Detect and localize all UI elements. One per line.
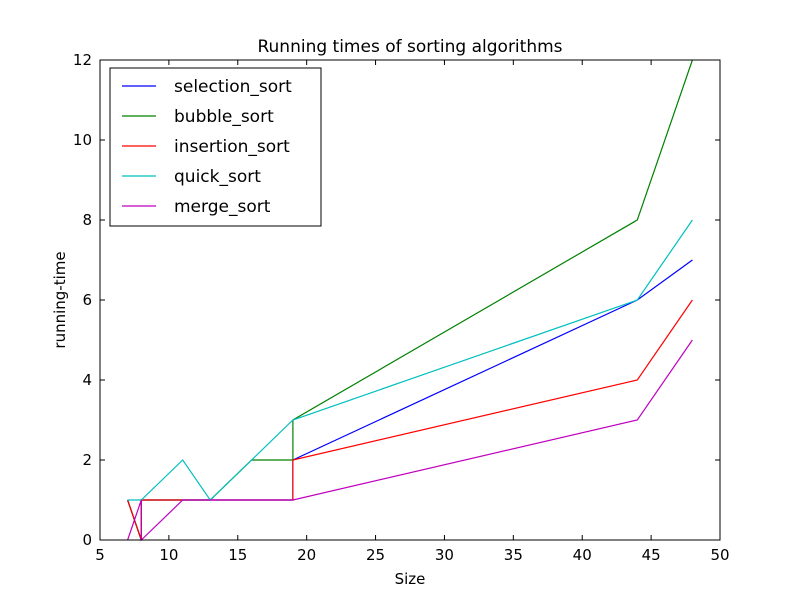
y-tick-label: 10 bbox=[73, 131, 92, 149]
x-tick-label: 25 bbox=[366, 546, 385, 564]
y-tick-label: 12 bbox=[73, 51, 92, 69]
x-tick-label: 15 bbox=[228, 546, 247, 564]
series-line-merge-sort bbox=[127, 339, 693, 542]
chart-title: Running times of sorting algorithms bbox=[257, 37, 562, 57]
y-tick-label: 2 bbox=[82, 451, 92, 469]
x-axis-ticks: 5 10 15 20 25 30 35 40 45 50 bbox=[95, 60, 730, 564]
y-axis-label: running-time bbox=[51, 251, 69, 348]
x-axis-label: Size bbox=[395, 570, 426, 588]
x-tick-label: 5 bbox=[95, 546, 105, 564]
legend-label-selection-sort: selection_sort bbox=[174, 77, 292, 97]
x-tick-label: 35 bbox=[504, 546, 523, 564]
legend-label-quick-sort: quick_sort bbox=[174, 167, 261, 187]
legend-label-merge-sort: merge_sort bbox=[174, 197, 271, 217]
y-tick-label: 6 bbox=[82, 291, 92, 309]
y-tick-label: 8 bbox=[82, 211, 92, 229]
y-tick-label: 0 bbox=[82, 531, 92, 549]
x-tick-label: 45 bbox=[642, 546, 661, 564]
series-lines bbox=[127, 59, 693, 542]
legend-label-insertion-sort: insertion_sort bbox=[174, 137, 290, 157]
x-tick-label: 20 bbox=[297, 546, 316, 564]
axes-frame bbox=[99, 59, 721, 541]
legend-box bbox=[109, 67, 322, 227]
x-tick-label: 30 bbox=[435, 546, 454, 564]
legend-label-bubble-sort: bubble_sort bbox=[174, 107, 274, 127]
series-line-quick-sort bbox=[127, 219, 693, 501]
x-tick-label: 50 bbox=[710, 546, 729, 564]
x-tick-label: 10 bbox=[159, 546, 178, 564]
x-tick-label: 40 bbox=[573, 546, 592, 564]
legend: selection_sort bubble_sort insertion_sortq… bbox=[109, 67, 322, 227]
y-tick-label: 4 bbox=[82, 371, 92, 389]
